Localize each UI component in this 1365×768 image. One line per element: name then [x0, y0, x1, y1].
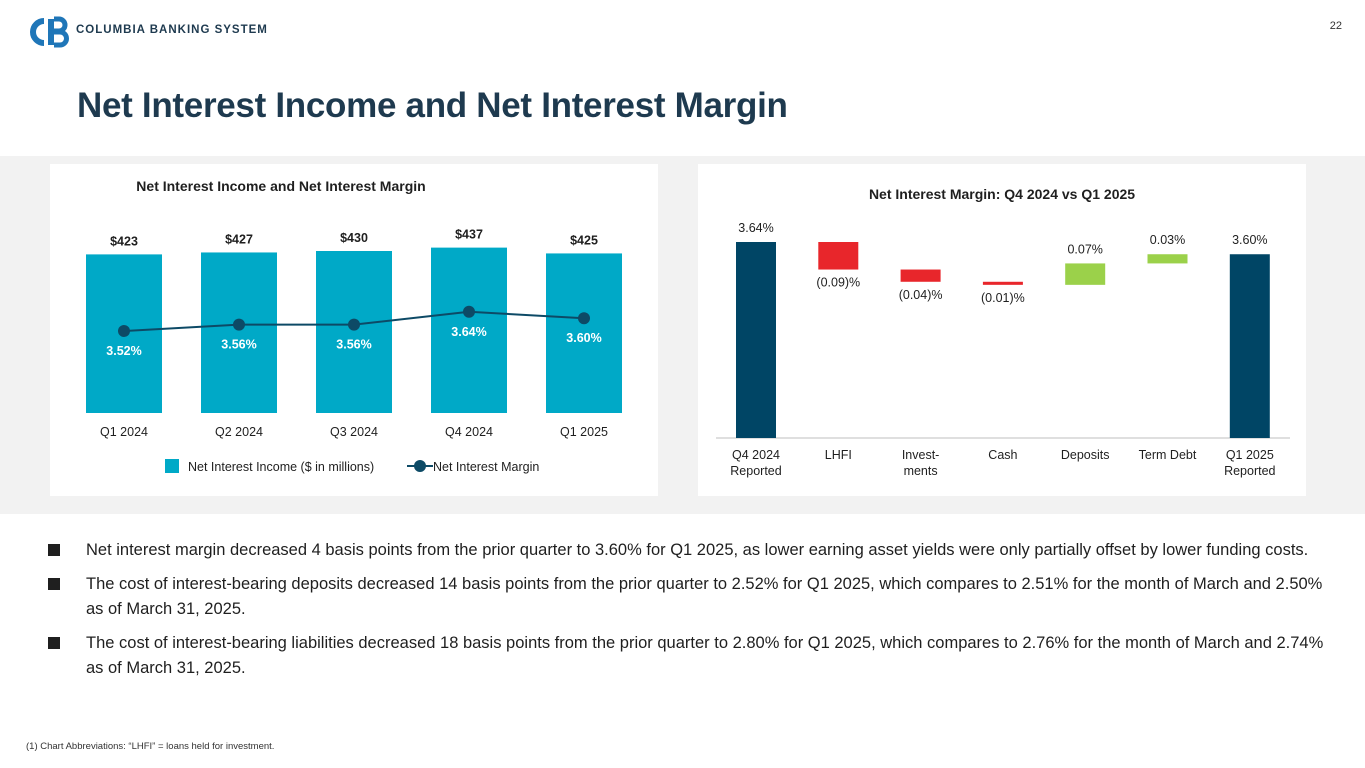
waterfall-total-bar: [1229, 254, 1270, 438]
page-number: 22: [1329, 20, 1342, 32]
x-tick-label: Deposits: [1061, 448, 1110, 462]
nim-point: [348, 318, 360, 331]
bullet-list: Net interest margin decreased 4 basis po…: [48, 538, 1328, 690]
footnote: (1) Chart Abbreviations: “LHFI” = loans …: [26, 741, 275, 752]
nim-point-label: 3.52%: [106, 344, 141, 358]
nii-bar-label: $430: [340, 231, 368, 245]
x-tick-label: Q1 2025: [1226, 448, 1274, 462]
nii-chart-panel: Net Interest Income and Net Interest Mar…: [50, 164, 658, 496]
waterfall-decrease-bar: [982, 281, 1023, 285]
x-tick-label: Q4 2024: [445, 425, 493, 439]
x-tick-label: Cash: [988, 448, 1017, 462]
x-tick-label: Term Debt: [1139, 448, 1197, 462]
chart-title: Net Interest Margin: Q4 2024 vs Q1 2025: [869, 186, 1135, 202]
waterfall-value-label: (0.09)%: [816, 276, 860, 290]
x-tick-label: ments: [904, 464, 938, 478]
nim-waterfall-chart: Net Interest Margin: Q4 2024 vs Q1 2025 3…: [716, 186, 1290, 478]
waterfall-value-label: 0.03%: [1150, 233, 1185, 247]
legend-bar-label: Net Interest Income ($ in millions): [188, 460, 374, 474]
waterfall-increase-bar: [1065, 263, 1106, 285]
nim-waterfall-panel: Net Interest Margin: Q4 2024 vs Q1 2025 3…: [698, 164, 1306, 496]
waterfall-increase-bar: [1147, 254, 1188, 264]
logo-wordmark: COLUMBIA BANKING SYSTEM: [76, 24, 268, 36]
legend-bar-swatch: [165, 459, 179, 473]
nii-bar: [316, 251, 392, 413]
waterfall-value-label: 3.60%: [1232, 233, 1267, 247]
columbia-logo-icon: [30, 16, 69, 48]
x-tick-label: Q1 2025: [560, 425, 608, 439]
x-tick-label: Q4 2024: [732, 448, 780, 462]
nim-point-label: 3.64%: [451, 325, 486, 339]
nim-point: [233, 318, 245, 331]
bullet-item: The cost of interest-bearing liabilities…: [48, 631, 1328, 681]
nim-point: [463, 305, 475, 318]
waterfall-value-label: 0.07%: [1067, 242, 1102, 256]
nim-point-label: 3.60%: [566, 331, 601, 345]
square-bullet-icon: [48, 578, 60, 590]
x-tick-label: Q1 2024: [100, 425, 148, 439]
legend-line-label: Net Interest Margin: [433, 460, 539, 474]
waterfall-value-label: (0.04)%: [899, 288, 943, 302]
waterfall-value-label: 3.64%: [738, 221, 773, 235]
bullet-text: Net interest margin decreased 4 basis po…: [86, 541, 1309, 559]
nii-bar-label: $427: [225, 232, 253, 246]
bullet-text: The cost of interest-bearing deposits de…: [86, 575, 1323, 618]
x-tick-label: Q2 2024: [215, 425, 263, 439]
nii-bar: [201, 252, 277, 413]
waterfall-decrease-bar: [818, 242, 859, 270]
bullet-item: Net interest margin decreased 4 basis po…: [48, 538, 1328, 563]
bullet-text: The cost of interest-bearing liabilities…: [86, 634, 1324, 677]
waterfall-total-bar: [736, 242, 776, 438]
nii-bar: [431, 247, 507, 413]
square-bullet-icon: [48, 637, 60, 649]
slide-title: Net Interest Income and Net Interest Mar…: [77, 86, 788, 125]
nii-bar: [546, 253, 622, 413]
chart-title: Net Interest Income and Net Interest Mar…: [136, 178, 425, 194]
nii-bar-label: $423: [110, 234, 138, 248]
nim-point-label: 3.56%: [336, 338, 371, 352]
nim-point-label: 3.56%: [221, 338, 256, 352]
x-tick-label: Reported: [1224, 464, 1275, 478]
nii-bar-label: $425: [570, 233, 598, 247]
waterfall-decrease-bar: [900, 269, 941, 282]
slide-header: COLUMBIA BANKING SYSTEM 22 Net Interest …: [0, 0, 1365, 156]
nii-bar-label: $437: [455, 228, 483, 242]
legend-line-marker: [414, 460, 426, 472]
waterfall-value-label: (0.01)%: [981, 291, 1025, 305]
nim-point: [578, 312, 590, 325]
nim-point: [118, 325, 130, 337]
bullet-item: The cost of interest-bearing deposits de…: [48, 572, 1328, 622]
x-tick-label: Q3 2024: [330, 425, 378, 439]
square-bullet-icon: [48, 544, 60, 556]
x-tick-label: LHFI: [825, 448, 852, 462]
x-tick-label: Invest-: [902, 448, 940, 462]
x-tick-label: Reported: [730, 464, 781, 478]
nii-nim-chart: Net Interest Income and Net Interest Mar…: [86, 178, 622, 474]
